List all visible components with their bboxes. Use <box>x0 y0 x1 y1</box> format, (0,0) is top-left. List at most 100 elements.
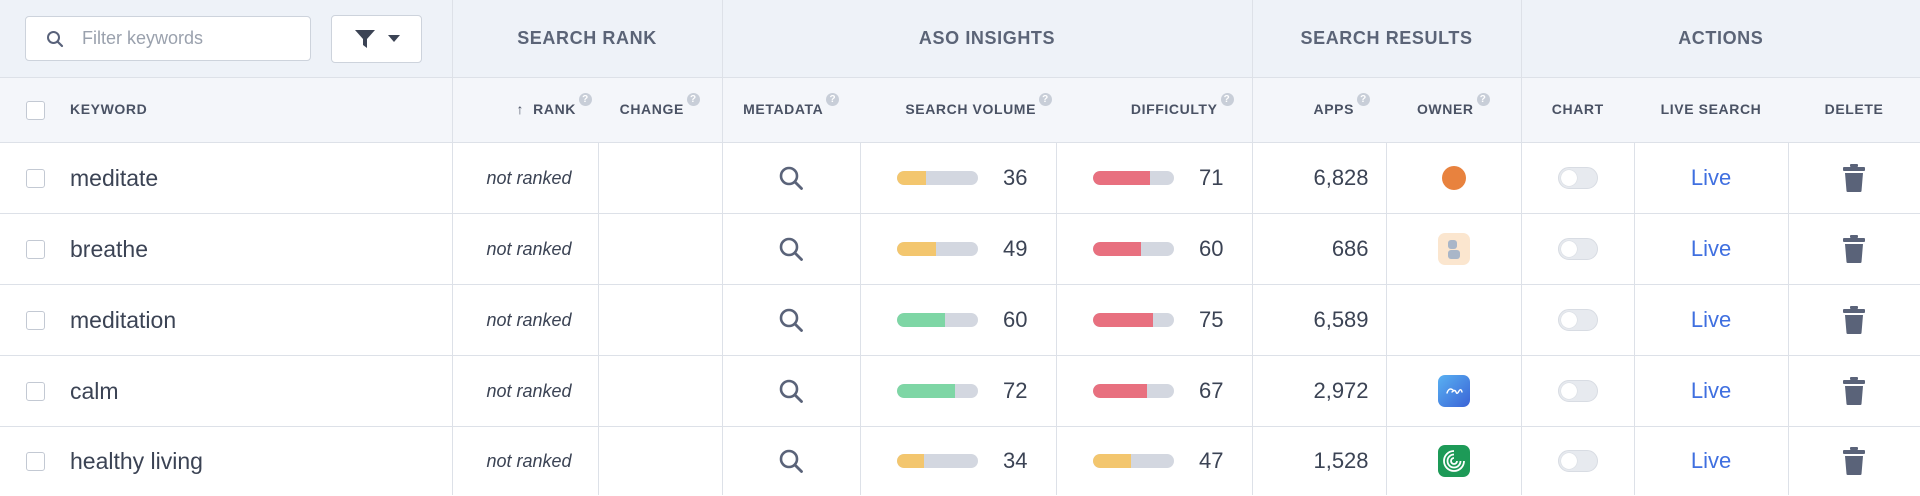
col-difficulty[interactable]: DIFFICULTY ? <box>1056 77 1253 143</box>
col-owner-label: OWNER <box>1416 101 1474 117</box>
col-apps[interactable]: APPS ? <box>1251 77 1387 143</box>
apps-cell: 6,589 <box>1251 284 1387 356</box>
live-search-cell: Live <box>1633 142 1789 214</box>
col-keyword[interactable]: KEYWORD <box>70 77 453 143</box>
chart-cell <box>1520 142 1635 214</box>
change-cell <box>597 142 723 214</box>
live-search-link[interactable]: Live <box>1690 236 1732 261</box>
apps-count: 6,828 <box>1313 165 1369 190</box>
chart-toggle[interactable] <box>1557 167 1598 189</box>
help-icon[interactable]: ? <box>579 93 592 106</box>
green-spiral-app-icon[interactable] <box>1437 445 1470 477</box>
owner-cell <box>1385 213 1522 285</box>
row-checkbox[interactable] <box>25 239 45 259</box>
change-cell <box>597 213 723 285</box>
chart-toggle[interactable] <box>1557 309 1598 331</box>
select-all-checkbox[interactable] <box>25 100 45 120</box>
toolbar-cell <box>0 0 452 78</box>
search-volume-value: 34 <box>1003 448 1028 473</box>
search-icon[interactable] <box>778 236 804 262</box>
search-icon[interactable] <box>778 448 804 474</box>
help-icon[interactable]: ? <box>1357 93 1371 106</box>
col-change[interactable]: CHANGE ? <box>598 77 723 143</box>
apps-count: 686 <box>1331 236 1369 261</box>
trash-icon[interactable] <box>1843 306 1866 334</box>
col-owner[interactable]: OWNER ? <box>1386 77 1522 143</box>
search-volume-cell: 49 <box>859 213 1057 285</box>
help-icon[interactable]: ? <box>1476 93 1490 106</box>
search-volume-value: 72 <box>1003 378 1028 403</box>
apps-cell: 686 <box>1251 213 1387 285</box>
delete-cell <box>1787 284 1920 356</box>
help-icon[interactable]: ? <box>826 93 840 106</box>
row-checkbox[interactable] <box>25 451 45 471</box>
rank-cell: not ranked <box>451 213 599 285</box>
col-search-volume[interactable]: SEARCH VOLUME ? <box>860 77 1057 143</box>
filter-keywords-field[interactable] <box>25 16 311 61</box>
row-select-cell <box>0 142 70 214</box>
col-rank[interactable]: ↑ RANK ? <box>451 77 598 143</box>
search-volume-bar-fill <box>896 313 946 327</box>
owner-cell <box>1385 284 1522 356</box>
keyword-text: healthy living <box>70 447 203 474</box>
filter-keywords-input[interactable] <box>80 27 284 50</box>
search-volume-cell: 60 <box>859 284 1057 356</box>
live-search-link[interactable]: Live <box>1690 307 1732 332</box>
filter-funnel-icon <box>354 29 375 48</box>
difficulty-bar-fill <box>1092 313 1154 327</box>
group-aso-insights: ASO INSIGHTS <box>721 0 1253 78</box>
orange-circle-app-icon[interactable] <box>1441 166 1466 190</box>
row-checkbox[interactable] <box>25 381 45 401</box>
live-search-link[interactable]: Live <box>1690 165 1732 190</box>
difficulty-value: 67 <box>1199 378 1224 403</box>
search-icon[interactable] <box>778 307 804 333</box>
difficulty-bar-fill <box>1092 242 1142 256</box>
breathe-app-icon[interactable] <box>1437 233 1470 265</box>
difficulty-cell: 47 <box>1055 426 1253 495</box>
search-icon <box>47 30 64 47</box>
search-icon[interactable] <box>778 378 804 404</box>
trash-icon[interactable] <box>1843 447 1866 475</box>
trash-icon[interactable] <box>1843 377 1866 405</box>
metadata-cell <box>721 284 861 356</box>
difficulty-value: 60 <box>1199 236 1224 261</box>
table-row: healthy living not ranked 34 <box>0 426 1920 495</box>
apps-cell: 2,972 <box>1251 355 1387 427</box>
live-search-link[interactable]: Live <box>1690 378 1732 403</box>
filter-dropdown-button[interactable] <box>331 14 422 63</box>
help-icon[interactable]: ? <box>1039 93 1053 106</box>
trash-icon[interactable] <box>1843 164 1866 192</box>
live-search-cell: Live <box>1633 426 1789 495</box>
keyword-text: meditation <box>70 306 177 333</box>
row-checkbox[interactable] <box>25 168 45 188</box>
row-checkbox[interactable] <box>25 310 45 330</box>
difficulty-bar <box>1092 171 1174 185</box>
delete-cell <box>1787 142 1920 214</box>
col-search-volume-label: SEARCH VOLUME <box>905 101 1037 117</box>
live-search-link[interactable]: Live <box>1690 448 1732 473</box>
live-search-cell: Live <box>1633 284 1789 356</box>
keyword-text: meditate <box>70 164 159 191</box>
table-row: breathe not ranked 49 <box>0 213 1920 285</box>
search-volume-cell: 72 <box>859 355 1057 427</box>
apps-cell: 1,528 <box>1251 426 1387 495</box>
col-delete: DELETE <box>1788 77 1920 143</box>
keyword-cell: breathe <box>70 213 453 285</box>
group-actions: ACTIONS <box>1520 0 1920 78</box>
search-icon[interactable] <box>778 165 804 191</box>
chart-toggle[interactable] <box>1557 238 1598 260</box>
trash-icon[interactable] <box>1843 235 1866 263</box>
chart-cell <box>1520 355 1635 427</box>
chart-toggle[interactable] <box>1557 450 1598 472</box>
difficulty-bar <box>1092 313 1174 327</box>
calm-app-icon[interactable] <box>1437 375 1470 407</box>
rank-cell: not ranked <box>451 426 599 495</box>
chart-toggle[interactable] <box>1557 380 1598 402</box>
difficulty-cell: 71 <box>1055 142 1253 214</box>
help-icon[interactable]: ? <box>1220 93 1234 106</box>
row-select-cell <box>0 213 70 285</box>
toggle-knob <box>1560 170 1577 186</box>
col-metadata[interactable]: METADATA ? <box>721 77 861 143</box>
help-icon[interactable]: ? <box>686 93 700 106</box>
col-change-label: CHANGE <box>619 101 684 117</box>
